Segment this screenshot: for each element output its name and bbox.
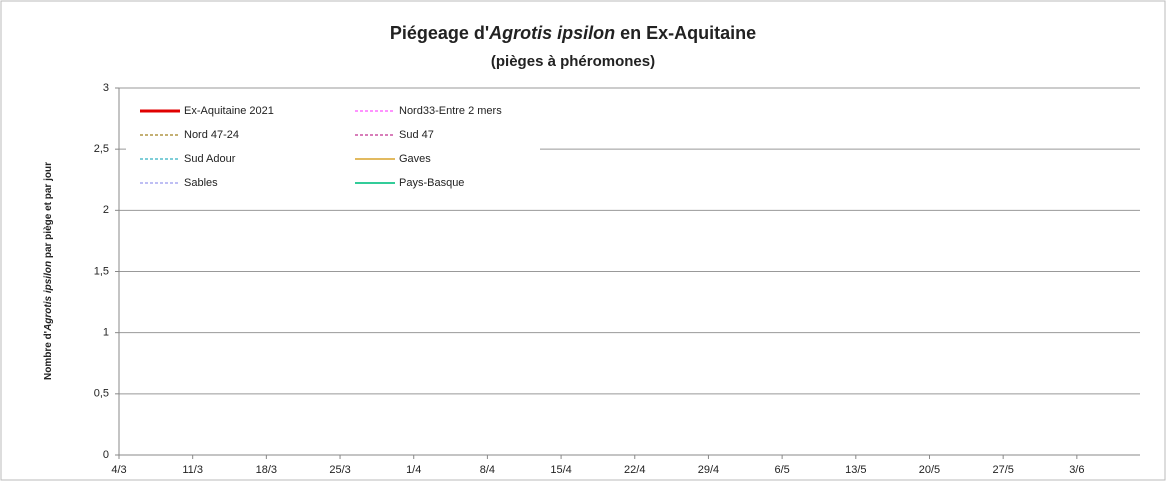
y-tick-label: 1,5 (94, 265, 109, 277)
x-tick-label: 20/5 (919, 464, 940, 476)
legend-label: Nord 47-24 (184, 129, 239, 141)
legend-label: Pays-Basque (399, 177, 464, 189)
legend-label: Sud 47 (399, 129, 434, 141)
y-axis-label: Nombre d'Agrotis ipsilon par piège et pa… (43, 162, 54, 380)
x-tick-label: 8/4 (480, 464, 495, 476)
y-tick-label: 0,5 (94, 388, 109, 400)
x-tick-label: 18/3 (256, 464, 277, 476)
x-tick-label: 11/3 (182, 464, 203, 476)
legend-label: Gaves (399, 153, 431, 165)
x-tick-label: 6/5 (774, 464, 789, 476)
x-tick-label: 15/4 (550, 464, 571, 476)
ylabel-part: Nombre d' (43, 331, 54, 380)
y-tick-label: 3 (103, 82, 109, 94)
legend-label: Ex-Aquitaine 2021 (184, 105, 274, 117)
y-tick-label: 0 (103, 449, 109, 461)
x-tick-label: 3/6 (1069, 464, 1084, 476)
x-tick-label: 1/4 (406, 464, 421, 476)
x-tick-label: 13/5 (845, 464, 866, 476)
x-tick-label: 4/3 (111, 464, 126, 476)
title-part: en Ex-Aquitaine (615, 23, 756, 43)
legend-label: Sables (184, 177, 218, 189)
x-tick-label: 29/4 (698, 464, 719, 476)
title-part: Agrotis ipsilon (488, 23, 615, 43)
ylabel-part: Agrotis ipsilon (43, 261, 54, 332)
y-tick-label: 2,5 (94, 143, 109, 155)
legend: Ex-Aquitaine 2021 Nord33-Entre 2 mers Nord… (126, 92, 540, 198)
legend-box (126, 92, 540, 198)
ylabel-part: par piège et par jour (43, 162, 54, 261)
x-tick-label: 22/4 (624, 464, 645, 476)
chart-subtitle: (pièges à phéromones) (491, 53, 655, 70)
x-tick-label: 27/5 (992, 464, 1013, 476)
legend-label: Nord33-Entre 2 mers (399, 105, 502, 117)
x-tick-label: 25/3 (329, 464, 350, 476)
chart-title: Piégeage d'Agrotis ipsilon en Ex-Aquitai… (390, 23, 756, 43)
y-tick-label: 2 (103, 204, 109, 216)
title-part: Piégeage d' (390, 23, 489, 43)
y-tick-label: 1 (103, 327, 109, 339)
legend-label: Sud Adour (184, 153, 236, 165)
